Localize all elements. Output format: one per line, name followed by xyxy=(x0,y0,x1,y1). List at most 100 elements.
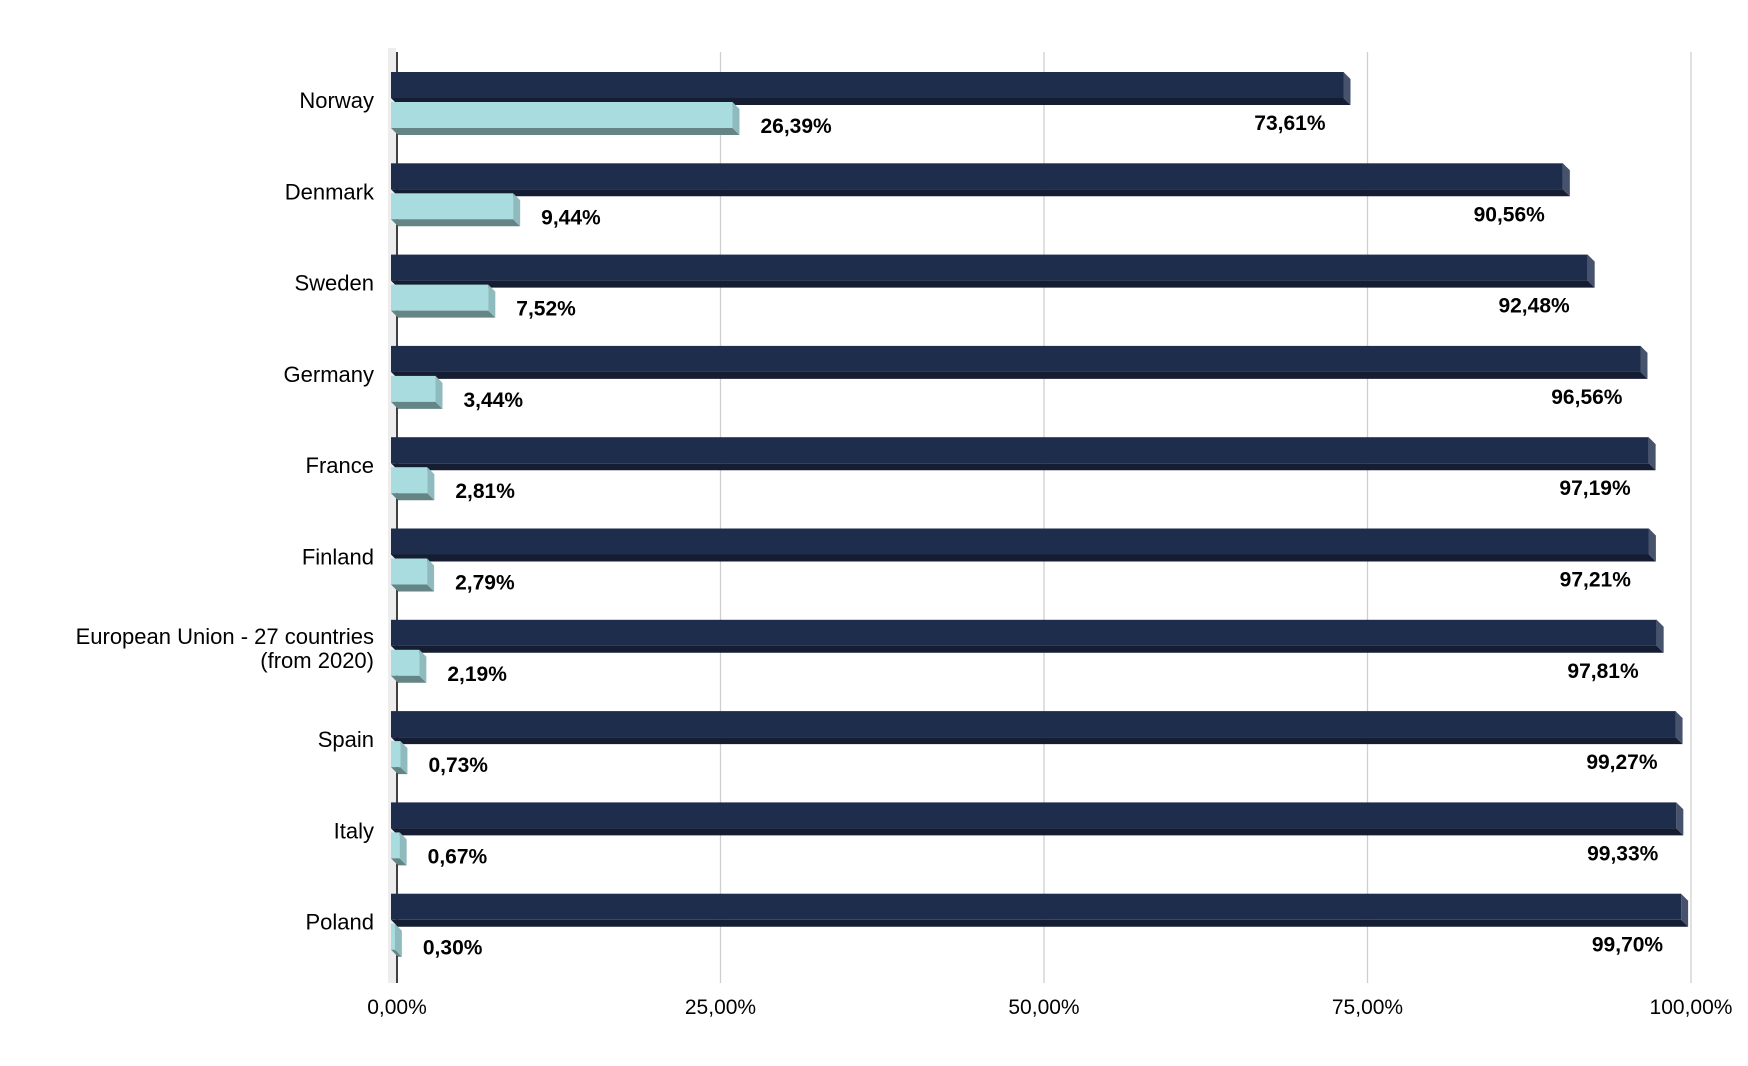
bar-end-face xyxy=(427,467,435,501)
category-label: Sweden xyxy=(294,271,374,296)
data-label: 2,19% xyxy=(447,663,507,686)
bar-bottom-face xyxy=(391,645,1664,653)
category-label: European Union - 27 countries (from 2020) xyxy=(76,624,374,673)
bar xyxy=(391,711,1676,738)
bar-end-face xyxy=(1640,345,1648,379)
bar xyxy=(391,375,436,402)
bar-end-face xyxy=(394,923,402,957)
x-tick-label: 0,00% xyxy=(367,996,427,1019)
data-label: 99,27% xyxy=(1586,751,1658,774)
bar xyxy=(391,254,1588,281)
x-tick-labels: 0,00% 25,00% 50,00% 75,00% 100,00% xyxy=(367,996,1732,1019)
bar-bottom-face xyxy=(391,310,496,318)
category-label: Poland xyxy=(305,910,374,935)
bar xyxy=(391,102,733,128)
x-tick-label: 25,00% xyxy=(685,996,756,1019)
category-label: Spain xyxy=(318,727,374,752)
category-labels: Norway Denmark Sweden Germany France Finland E… xyxy=(76,88,375,935)
bar-bottom-face xyxy=(391,858,407,866)
bar xyxy=(391,923,395,950)
category-label: Germany xyxy=(284,362,374,387)
x-tick-label: 100,00% xyxy=(1650,996,1733,1019)
bar-bottom-face xyxy=(391,128,740,135)
data-label: 99,70% xyxy=(1592,934,1664,957)
data-label: 0,73% xyxy=(428,754,488,777)
category-label: Italy xyxy=(334,818,374,843)
bar xyxy=(391,832,400,859)
bar-bottom-face xyxy=(391,584,435,592)
bar-end-face xyxy=(399,832,407,866)
bar xyxy=(391,437,1649,464)
bar-end-face xyxy=(435,375,443,409)
bar-bottom-face xyxy=(391,280,1595,288)
data-label: 73,61% xyxy=(1254,112,1326,135)
bars xyxy=(391,72,1689,957)
bar xyxy=(391,558,428,585)
bar-end-face xyxy=(1587,254,1595,288)
bar xyxy=(391,741,401,768)
data-label: 97,81% xyxy=(1567,660,1639,683)
data-labels: 73,61% 26,39% 90,56% 9,44% 92,48% 7,52% 96,56%… xyxy=(423,112,1664,960)
bar-end-face xyxy=(1676,802,1684,836)
bar-end-face xyxy=(1562,163,1570,197)
bar-end-face xyxy=(1675,711,1683,745)
bar-bottom-face xyxy=(391,737,1683,745)
bar xyxy=(391,802,1677,829)
data-label: 0,30% xyxy=(423,937,483,960)
bar-bottom-face xyxy=(391,554,1656,562)
bar xyxy=(391,649,420,676)
bar xyxy=(391,345,1641,372)
bar xyxy=(391,619,1657,646)
data-label: 0,67% xyxy=(428,845,488,868)
bar-end-face xyxy=(419,649,427,683)
data-label: 9,44% xyxy=(541,206,601,229)
bar-bottom-face xyxy=(391,919,1689,927)
bar xyxy=(391,467,428,494)
bar xyxy=(391,72,1344,98)
bar-end-face xyxy=(1656,619,1664,653)
category-label: France xyxy=(306,453,374,478)
bar-end-face xyxy=(513,193,521,227)
data-label: 97,19% xyxy=(1559,477,1631,500)
category-label: Norway xyxy=(299,88,374,113)
x-tick-label: 75,00% xyxy=(1332,996,1403,1019)
plot-wall xyxy=(388,48,396,983)
bar xyxy=(391,284,489,311)
bar-bottom-face xyxy=(391,675,427,683)
data-label: 2,79% xyxy=(455,572,515,595)
data-label: 7,52% xyxy=(516,298,576,321)
bar-bottom-face xyxy=(391,493,435,501)
bar xyxy=(391,193,514,220)
bar-end-face xyxy=(1343,72,1351,105)
bar-bottom-face xyxy=(391,219,521,227)
bar xyxy=(391,163,1563,190)
bar-end-face xyxy=(488,284,496,318)
data-label: 26,39% xyxy=(760,115,832,138)
bar-end-face xyxy=(400,741,408,775)
data-label: 97,21% xyxy=(1560,569,1632,592)
bar-bottom-face xyxy=(391,767,408,775)
bar-end-face xyxy=(732,102,740,135)
data-label: 96,56% xyxy=(1551,386,1623,409)
category-label: Denmark xyxy=(285,179,375,204)
category-label: Finland xyxy=(302,545,374,570)
bar xyxy=(391,528,1649,555)
x-tick-label: 50,00% xyxy=(1008,996,1079,1019)
bar-end-face xyxy=(427,558,435,592)
bar-bottom-face xyxy=(391,463,1656,471)
bar-end-face xyxy=(1648,528,1656,562)
data-label: 99,33% xyxy=(1587,842,1659,865)
data-label: 2,81% xyxy=(455,480,515,503)
data-label: 90,56% xyxy=(1474,203,1546,226)
data-label: 3,44% xyxy=(464,389,524,412)
bar-end-face xyxy=(1681,893,1689,927)
bar-bottom-face xyxy=(391,189,1570,197)
bar-end-face xyxy=(1648,437,1656,471)
bar-bottom-face xyxy=(391,371,1648,379)
bar-bottom-face xyxy=(391,949,402,957)
data-label: 92,48% xyxy=(1498,295,1570,318)
bar-bottom-face xyxy=(391,401,443,409)
bar-bottom-face xyxy=(391,828,1684,836)
